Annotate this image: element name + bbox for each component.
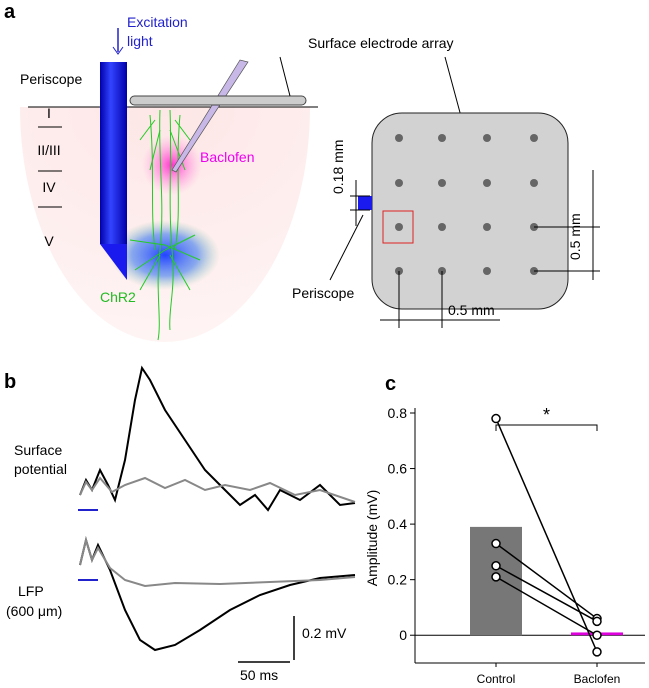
panel-label: b	[4, 371, 16, 393]
significance: *	[543, 405, 550, 425]
panel-label: a	[4, 1, 16, 23]
trace	[79, 365, 356, 512]
baclofen-label: Baclofen	[200, 149, 254, 165]
x-tick-label: Control	[477, 672, 516, 683]
data-point	[592, 630, 602, 640]
pair-line	[495, 542, 598, 620]
trace-label: Surface	[14, 442, 62, 458]
periscope-square	[358, 196, 372, 210]
data-point	[592, 647, 602, 657]
scale-label: 50 ms	[240, 667, 278, 683]
periscope-tip	[100, 244, 127, 280]
y-tick-label: 0.4	[388, 516, 408, 532]
x-tick-label: Baclofen	[574, 672, 621, 683]
highlight-box	[382, 210, 414, 244]
electrode-strip	[129, 95, 307, 106]
trace-label: LFP	[18, 583, 44, 599]
y-tick-label: 0.8	[388, 405, 408, 421]
data-point	[491, 561, 501, 571]
pointer	[279, 56, 291, 97]
pointer	[444, 56, 463, 121]
neurons	[129, 109, 201, 341]
electrode-array	[371, 112, 569, 310]
excitation-text: light	[127, 33, 153, 49]
light-spot	[110, 220, 220, 290]
layer-label: V	[44, 233, 54, 249]
scale-label: 0.2 mV	[302, 625, 347, 641]
arrow-head	[112, 46, 124, 55]
chr2-label: ChR2	[100, 289, 136, 305]
trace-label: (600 μm)	[6, 603, 62, 619]
dim-label: 0.18 mm	[330, 140, 346, 194]
pair-line	[495, 565, 598, 622]
periscope-label: Periscope	[20, 71, 82, 87]
dim-label: 0.5 mm	[567, 213, 583, 260]
periscope-label: Periscope	[292, 285, 354, 301]
y-axis-label: Amplitude (mV)	[364, 490, 380, 586]
significance-bracket	[495, 424, 598, 431]
trace	[79, 476, 356, 503]
trace-label: potential	[14, 461, 67, 477]
data-point	[491, 572, 501, 582]
data-point	[592, 616, 602, 627]
trace	[79, 536, 356, 588]
dimension-lines	[329, 170, 600, 328]
pair-line	[495, 576, 598, 636]
periscope	[100, 62, 127, 244]
layer-label: I	[47, 105, 51, 121]
data-point	[491, 538, 501, 549]
layer-label: IV	[42, 179, 56, 195]
y-tick-label: 0.2	[388, 572, 408, 588]
y-tick-label: 0.6	[388, 461, 408, 477]
dim-label: 0.5 mm	[448, 302, 495, 318]
layer-label: II/III	[37, 142, 60, 158]
panel-label: c	[385, 373, 396, 395]
array-title: Surface electrode array	[308, 35, 454, 51]
excitation-text: Excitation	[127, 14, 188, 30]
y-tick-label: 0	[399, 627, 407, 643]
pair-line	[495, 418, 598, 653]
data-point	[491, 413, 501, 424]
